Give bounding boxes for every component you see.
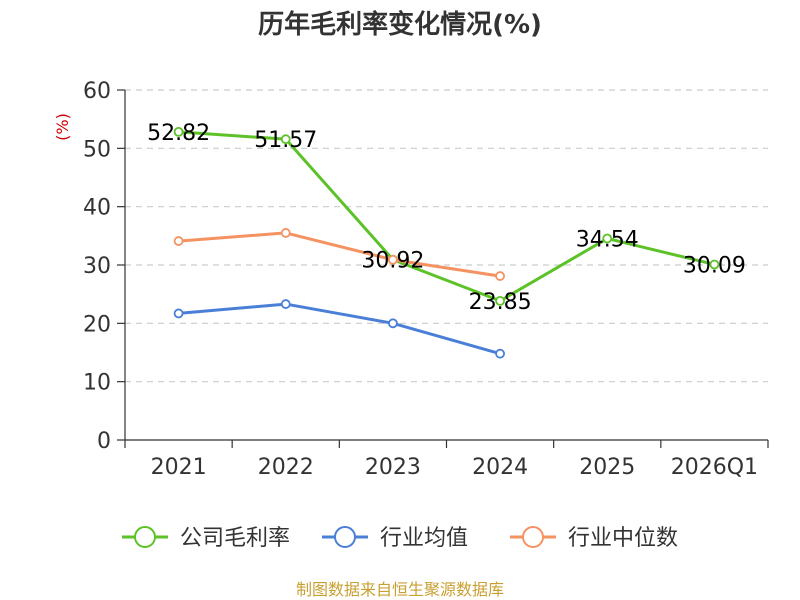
chart-title: 历年毛利率变化情况(%) (258, 9, 542, 40)
data-label: 30.92 (361, 249, 424, 274)
series-line-1 (178, 302, 501, 356)
data-label: 52.82 (147, 121, 210, 146)
data-point (602, 233, 613, 244)
data-point (173, 236, 184, 246)
legend-entry[interactable]: 行业中位数 (568, 526, 678, 551)
x-tick-label: 2026Q1 (671, 455, 758, 480)
y-tick-label: 10 (83, 371, 111, 396)
x-tick-label: 2022 (258, 455, 314, 480)
y-tick-label: 30 (83, 254, 111, 279)
series-line-2 (178, 231, 501, 278)
legend: 公司毛利率 行业均值 行业中位数 (122, 526, 678, 551)
y-tick-label: 60 (83, 79, 111, 104)
legend-swatch-marker (334, 526, 356, 548)
legend-swatch-marker (134, 526, 156, 548)
data-point (709, 259, 720, 270)
data-point (495, 271, 505, 281)
data-point (280, 228, 291, 238)
data-point (173, 308, 184, 319)
data-point (173, 126, 184, 137)
data-labels: 52.82 51.57 30.92 23.85 34.54 30.09 (147, 121, 746, 315)
data-source-note: 制图数据来自恒生聚源数据库 (296, 580, 504, 599)
y-tick-label: 50 (83, 137, 111, 162)
legend-entry[interactable]: 公司毛利率 (180, 526, 290, 551)
grid-lines (125, 89, 768, 383)
legend-entry[interactable]: 行业均值 (380, 526, 468, 551)
y-axis-unit-label: (%) (53, 113, 72, 141)
y-tick-label: 20 (83, 312, 111, 337)
x-tick-label: 2021 (151, 455, 207, 480)
x-tick-label: 2025 (579, 455, 635, 480)
data-label: 23.85 (469, 290, 532, 315)
data-label: 30.09 (683, 253, 746, 278)
data-point (388, 318, 398, 329)
data-point (280, 134, 291, 145)
x-tick-label: 2024 (472, 455, 528, 480)
data-point (495, 295, 505, 306)
series-lines (173, 126, 720, 359)
x-tick-label: 2023 (365, 455, 421, 480)
y-tick-label: 40 (83, 196, 111, 221)
legend-swatch-marker (522, 526, 544, 548)
y-tick-label: 0 (97, 429, 111, 454)
data-label: 34.54 (576, 228, 639, 253)
data-point (388, 254, 398, 265)
series-line-0 (178, 130, 715, 303)
data-point (495, 348, 505, 359)
axes: 0 10 20 30 40 50 60 2021 2022 2023 2024 2025 2026Q1 (83, 79, 769, 480)
data-label: 51.57 (254, 128, 317, 153)
data-point (280, 299, 291, 309)
